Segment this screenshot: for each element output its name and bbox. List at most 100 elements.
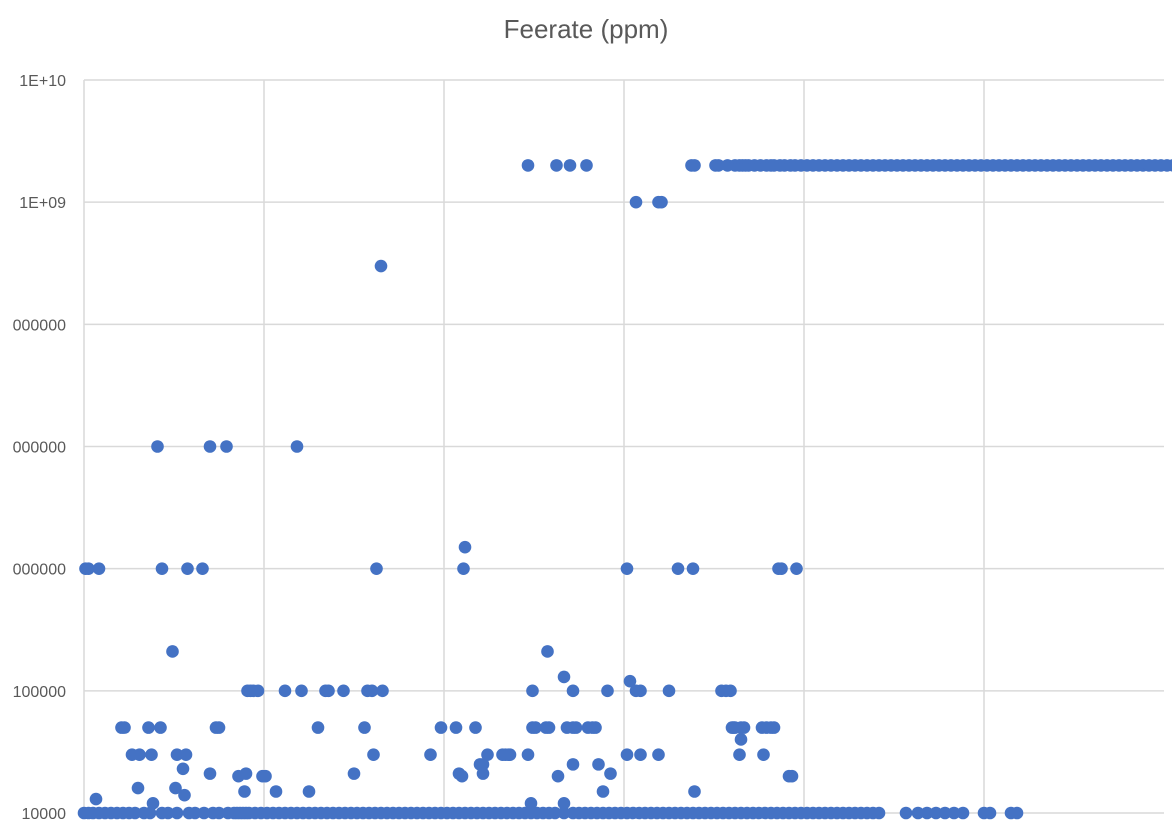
data-point [620, 562, 634, 575]
data-point [737, 721, 751, 734]
data-point [733, 748, 746, 762]
data-point [550, 159, 563, 172]
data-point [179, 748, 193, 762]
data-point [449, 721, 463, 734]
data-point [476, 758, 490, 771]
data-point [629, 684, 643, 698]
data-point [212, 806, 226, 820]
data-point [604, 767, 617, 780]
data-point [521, 748, 535, 762]
data-point [295, 684, 308, 698]
data-point [757, 748, 770, 762]
y-tick-label: 1E+09 [19, 195, 66, 212]
data-point [155, 562, 169, 575]
data-point [929, 806, 943, 820]
data-point [524, 797, 538, 810]
data-point [169, 781, 182, 795]
data-point [269, 785, 283, 798]
y-tick-label: 10000 [22, 806, 67, 822]
data-point [686, 562, 700, 575]
data-point [542, 721, 556, 734]
data-point [166, 645, 179, 658]
data-point [724, 684, 737, 698]
data-point [655, 195, 668, 209]
chart-title: Feerate (ppm) [503, 14, 669, 44]
data-point [956, 806, 970, 820]
data-point [374, 259, 388, 273]
data-point [623, 674, 637, 688]
y-tick-label: 000000 [13, 562, 66, 579]
data-point [469, 721, 482, 734]
data-point [688, 159, 701, 172]
data-point [358, 721, 371, 734]
data-point [455, 769, 469, 783]
data-point [662, 684, 676, 698]
data-point [424, 748, 437, 762]
data-point [566, 758, 580, 771]
data-point [290, 440, 304, 453]
data-point [529, 721, 542, 734]
data-point [128, 806, 142, 820]
data-point [203, 767, 217, 780]
data-point [181, 562, 194, 575]
y-tick-label: 1E+10 [19, 73, 66, 90]
data-point [557, 670, 571, 684]
data-point [278, 684, 292, 698]
data-point [548, 806, 562, 820]
data-point [220, 440, 233, 453]
data-point [89, 792, 103, 806]
data-point [367, 748, 380, 762]
data-point [652, 748, 665, 762]
data-point [785, 769, 799, 783]
data-point [337, 684, 350, 698]
data-point [592, 758, 605, 771]
data-point [203, 440, 217, 453]
data-point [872, 806, 886, 820]
data-point [476, 767, 490, 780]
data-point [145, 748, 158, 762]
data-point [1010, 806, 1024, 820]
data-point [143, 806, 157, 820]
data-point [911, 806, 925, 820]
data-point [899, 806, 913, 820]
data-point [920, 806, 934, 820]
data-point [1166, 159, 1172, 172]
y-tick-label: 000000 [13, 440, 66, 457]
data-point [142, 721, 155, 734]
data-point [566, 684, 580, 698]
data-point [503, 748, 517, 762]
data-point [170, 748, 184, 762]
data-point [161, 806, 175, 820]
data-point [557, 797, 571, 810]
data-point [154, 721, 167, 734]
data-point [790, 562, 803, 575]
data-point [541, 645, 554, 658]
data-point [671, 562, 685, 575]
data-point [347, 767, 361, 780]
data-point [569, 721, 583, 734]
data-point [212, 721, 226, 734]
data-point [557, 806, 571, 820]
data-point [620, 748, 634, 762]
data-point [131, 781, 145, 795]
data-point [457, 562, 470, 575]
data-point [251, 684, 265, 698]
data-point [938, 806, 952, 820]
y-tick-label: 000000 [13, 317, 66, 334]
data-point [92, 562, 106, 575]
data-point [688, 785, 701, 798]
data-point [712, 159, 725, 172]
data-point [82, 562, 95, 575]
data-point [322, 684, 335, 698]
data-point [734, 733, 748, 746]
data-point [238, 785, 251, 798]
data-point [118, 721, 131, 734]
data-point [458, 540, 472, 554]
data-point [629, 195, 643, 209]
data-point [176, 762, 190, 776]
data-point [580, 159, 593, 172]
data-point [947, 806, 961, 820]
y-tick-label: 100000 [13, 684, 66, 701]
